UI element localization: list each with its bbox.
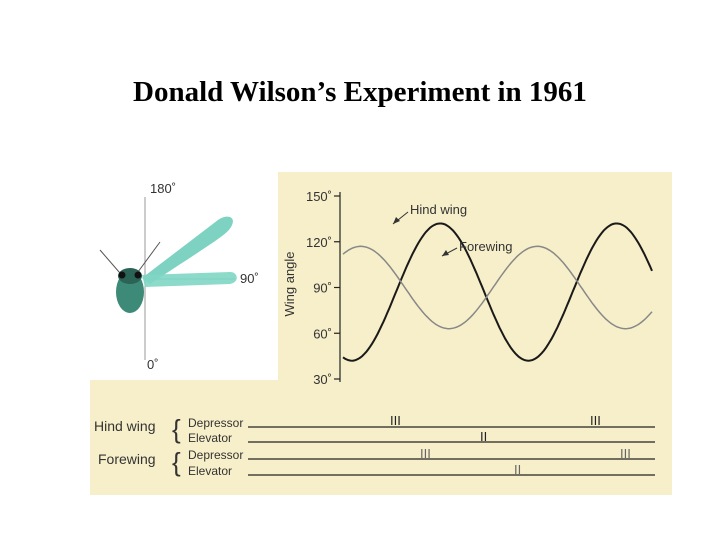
- group-label-forewing: Forewing: [98, 451, 156, 467]
- angle-label-top: 180˚: [150, 181, 176, 196]
- figure-panel: [90, 172, 672, 495]
- hind-wing-callout: Hind wing: [410, 202, 467, 217]
- group-label-hind-wing: Hind wing: [94, 418, 155, 434]
- forewing-arrowhead: [442, 250, 449, 256]
- muscle-label-row-2: Elevator: [188, 431, 232, 445]
- y-tick-label-4: 30˚: [313, 372, 332, 387]
- forewing-callout: Forewing: [459, 239, 512, 254]
- burst-row-3-b: III: [620, 446, 631, 461]
- insect-head: [118, 268, 142, 284]
- forewing-raised-shape: [142, 216, 233, 284]
- angle-label-bottom: 0˚: [147, 357, 159, 372]
- wilson-figure: 180˚ 90˚ 0˚ Wing angle 150˚ 120˚ 90˚ 60˚ 30˚…: [90, 172, 672, 495]
- forewing-horizontal-shape: [142, 272, 237, 287]
- insect-eye-left: [118, 271, 126, 279]
- brace-forewing: {: [172, 447, 181, 477]
- y-tick-label-1: 120˚: [306, 235, 332, 250]
- muscle-label-row-4: Elevator: [188, 464, 232, 478]
- y-tick-label-3: 60˚: [313, 326, 332, 341]
- antenna-right: [134, 241, 161, 277]
- wing-angle-chart: Wing angle 150˚ 120˚ 90˚ 60˚ 30˚ Hind wing F…: [282, 189, 653, 387]
- hind-wing-arrowhead: [393, 217, 400, 224]
- burst-row-1-a: III: [390, 413, 401, 428]
- slide-title: Donald Wilson’s Experiment in 1961: [133, 76, 587, 108]
- y-tick-label-2: 90˚: [313, 281, 332, 296]
- hind-wing-curve: [342, 222, 653, 362]
- burst-row-4-a: II: [514, 462, 521, 477]
- burst-row-3-a: III: [420, 446, 431, 461]
- y-axis-label: Wing angle: [282, 251, 297, 316]
- y-tick-label-0: 150˚: [306, 189, 332, 204]
- burst-row-2-a: II: [480, 429, 487, 444]
- muscle-activity: Hind wing Forewing { { Depressor Elevato…: [94, 413, 655, 478]
- insect-eye-right: [134, 271, 142, 279]
- burst-row-1-b: III: [590, 413, 601, 428]
- angle-label-right: 90˚: [240, 271, 259, 286]
- muscle-label-row-1: Depressor: [188, 416, 243, 430]
- insect-diagram: 180˚ 90˚ 0˚: [99, 181, 259, 372]
- muscle-label-row-3: Depressor: [188, 448, 243, 462]
- forewing-curve: [342, 245, 653, 330]
- brace-hind-wing: {: [172, 414, 181, 444]
